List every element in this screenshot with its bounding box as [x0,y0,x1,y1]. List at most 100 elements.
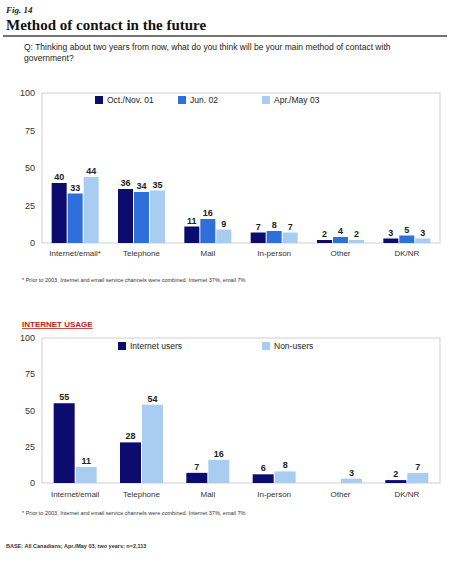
bar [200,219,215,243]
footnote: * Prior to 2003, Internet and email serv… [22,510,246,516]
legend-label: Non-users [274,341,313,351]
bar [76,467,97,483]
plot-frame [42,93,440,243]
data-label: 54 [147,394,157,404]
legend-swatch [262,96,270,104]
data-label: 8 [283,460,288,470]
y-tick-label: 25 [25,201,35,211]
data-label: 2 [393,469,398,479]
data-label: 5 [404,225,409,235]
category-label: Telephone [123,249,160,258]
data-label: 34 [136,181,146,191]
chart-title: INTERNET USAGE [22,320,93,329]
category-label: Mail [200,249,215,258]
category-label: In-person [257,249,291,258]
plot-frame [42,338,440,483]
bars [54,403,429,483]
data-label: 2 [322,229,327,239]
data-label: 7 [256,222,261,232]
bar [120,442,141,483]
base-note: BASE: All Canadians; Apr./May 03, two ye… [6,543,146,549]
bar [134,192,149,243]
data-label: 7 [288,222,293,232]
bar [84,177,99,243]
category-label: Internet/email [51,490,100,499]
y-tick-label: 50 [25,163,35,173]
data-label: 7 [194,462,199,472]
category-label: Internet/email* [49,249,101,258]
y-tick-label: 100 [20,333,35,343]
bar [399,236,414,244]
bar [283,233,298,244]
category-label: In-person [257,490,291,499]
bar [68,194,83,244]
y-tick-label: 0 [30,238,35,248]
bar [251,233,266,244]
bar [184,227,199,244]
data-label: 6 [261,463,266,473]
bar [317,240,332,243]
bar [407,473,428,483]
data-label: 44 [86,166,96,176]
legend-swatch [178,96,186,104]
bar [333,237,348,243]
y-tick-label: 100 [20,88,35,98]
data-label: 8 [272,220,277,230]
title: Method of contact in the future [6,17,206,33]
category-label: Other [330,249,350,258]
figure-label: Fig. 14 [5,5,33,15]
bars [52,177,431,243]
data-label: 4 [338,226,343,236]
category-label: DK/NR [394,249,419,258]
data-label: 55 [59,392,69,402]
bar [118,189,133,243]
bar [415,239,430,244]
legend-label: Internet users [130,341,182,351]
y-tick-label: 0 [30,478,35,488]
data-label: 35 [152,180,162,190]
legend-swatch [95,96,103,104]
question: Q: Thinking about two years from now, wh… [24,42,419,64]
bar [275,471,296,483]
data-label: 3 [349,468,354,478]
bar [142,405,163,483]
bar [208,460,229,483]
legend-swatch [118,342,126,350]
y-tick-label: 25 [25,442,35,452]
y-tick-label: 75 [25,126,35,136]
y-tick-label: 75 [25,369,35,379]
bar [253,474,274,483]
footnote: * Prior to 2003, Internet and email serv… [22,277,246,283]
data-label: 11 [81,456,91,466]
bar [52,183,67,243]
category-label: Mail [200,490,215,499]
category-label: Other [330,490,350,499]
bar [267,231,282,243]
category-label: DK/NR [394,490,419,499]
legend-swatch [262,342,270,350]
data-label: 9 [221,219,226,229]
data-label: 40 [54,172,64,182]
page: Fig. 14 Method of contact in the future 0 2… [0,0,450,562]
legend-label: Jun. 02 [190,95,218,105]
data-label: 16 [203,208,213,218]
bar [383,239,398,244]
data-label: 33 [70,183,80,193]
legend-label: Oct./Nov. 01 [107,95,154,105]
bar [150,191,165,244]
bar [385,480,406,483]
bar [216,230,231,244]
data-label: 2 [354,229,359,239]
bar [349,240,364,243]
data-label: 7 [415,462,420,472]
data-label: 28 [125,431,135,441]
data-label: 3 [388,228,393,238]
bar [341,479,362,483]
data-label: 3 [420,228,425,238]
bar [186,473,207,483]
data-label: 11 [187,216,197,226]
data-label: 36 [120,178,130,188]
bar [54,403,75,483]
legend-label: Apr./May 03 [274,95,320,105]
y-tick-label: 50 [25,406,35,416]
